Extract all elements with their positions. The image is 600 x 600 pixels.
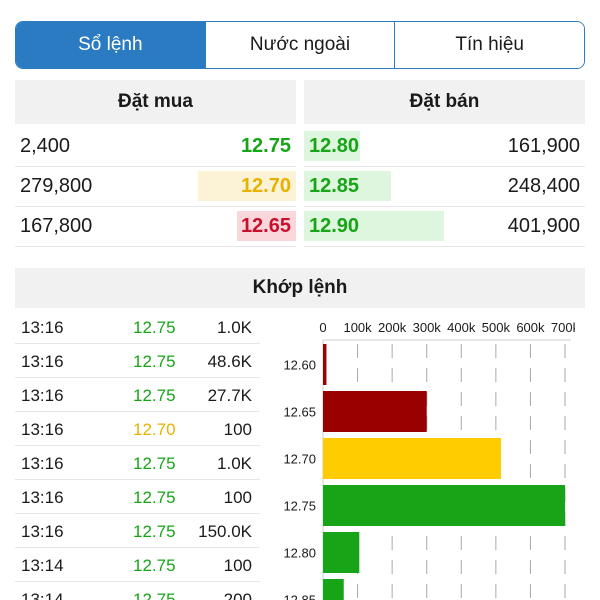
buy-volume-bar — [198, 171, 296, 201]
trade-price: 12.75 — [133, 488, 176, 507]
row-divider — [15, 411, 260, 412]
trade-volume: 27.7K — [207, 386, 252, 405]
tab-bar: Sổ lệnh Nước ngoài Tín hiệu — [15, 21, 585, 69]
trade-price: 12.75 — [133, 454, 176, 473]
trade-time: 13:14 — [21, 590, 64, 600]
sell-price[interactable]: 12.85 — [309, 175, 360, 197]
trade-row: 13:16 12.75 1.0K — [15, 446, 260, 480]
buy-price[interactable]: 12.70 — [240, 175, 291, 197]
buy-price[interactable]: 12.65 — [240, 215, 291, 237]
trade-price: 12.75 — [133, 556, 176, 575]
sell-volume: 248,400 — [507, 175, 580, 197]
trade-row: 13:16 12.75 100 — [15, 480, 260, 514]
trade-row: 13:16 12.75 1.0K — [15, 310, 260, 344]
trade-volume: 100 — [223, 488, 252, 507]
buy-volume-bar — [237, 211, 296, 241]
trade-time: 13:16 — [21, 454, 64, 473]
price-volume-chart: 0 100k 200k 300k 400k 500k 600k 700k 12.60 12.65 1… — [283, 320, 575, 600]
row-divider — [15, 513, 260, 514]
trade-volume: 100 — [223, 556, 252, 575]
x-tick-label: 400k — [447, 320, 476, 335]
trade-price: 12.75 — [133, 352, 176, 371]
trade-time: 13:16 — [21, 488, 64, 507]
x-tick-label: 200k — [378, 320, 407, 335]
bar-12.65 — [323, 391, 427, 432]
matched-header: Khớp lệnh — [15, 268, 585, 308]
bar-12.85 — [323, 579, 344, 600]
y-tick-label: 12.85 — [283, 593, 316, 600]
row-divider — [304, 246, 585, 247]
y-tick-label: 12.80 — [283, 546, 316, 561]
trade-volume: 100 — [223, 420, 252, 439]
trade-time: 13:14 — [21, 556, 64, 575]
sell-price[interactable]: 12.80 — [309, 135, 360, 157]
sell-header: Đặt bán — [304, 80, 585, 124]
trade-price: 12.75 — [133, 386, 176, 405]
sell-price[interactable]: 12.90 — [309, 215, 360, 237]
row-divider — [15, 581, 260, 582]
trade-volume: 48.6K — [207, 352, 252, 371]
y-tick-label: 12.60 — [283, 358, 316, 373]
y-tick-label: 12.65 — [283, 405, 316, 420]
trade-volume: 1.0K — [217, 318, 252, 337]
trade-row: 13:16 12.75 150.0K — [15, 514, 260, 548]
trade-time: 13:16 — [21, 420, 64, 439]
buy-volume: 2,400 — [20, 135, 71, 157]
row-divider — [15, 206, 296, 207]
trade-volume: 200 — [223, 590, 252, 600]
x-tick-label: 100k — [343, 320, 372, 335]
trade-time: 13:16 — [21, 318, 64, 337]
tab-0[interactable]: Sổ lệnh — [16, 22, 205, 68]
x-tick-label: 600k — [516, 320, 545, 335]
tab-1[interactable]: Nước ngoài — [204, 22, 395, 68]
row-divider — [304, 166, 585, 167]
row-divider — [15, 166, 296, 167]
sell-volume-bar — [304, 131, 360, 161]
trade-time: 13:16 — [21, 522, 64, 541]
sell-volume-bar — [304, 171, 391, 201]
buy-price[interactable]: 12.75 — [240, 135, 291, 157]
x-tick-label: 700k — [551, 320, 575, 335]
bar-12.60 — [323, 344, 327, 385]
trade-time: 13:16 — [21, 386, 64, 405]
buy-header: Đặt mua — [15, 80, 296, 124]
row-divider — [15, 343, 260, 344]
row-divider — [15, 246, 296, 247]
bar-12.70 — [323, 438, 502, 479]
buy-volume: 167,800 — [20, 215, 93, 237]
row-divider — [304, 206, 585, 207]
trade-row: 13:14 12.75 100 — [15, 548, 260, 582]
trade-row: 13:16 12.75 48.6K — [15, 344, 260, 378]
trade-price: 12.75 — [133, 522, 176, 541]
sell-volume: 401,900 — [507, 215, 580, 237]
x-tick-label: 500k — [482, 320, 511, 335]
trade-time: 13:16 — [21, 352, 64, 371]
sell-volume-bar — [304, 211, 444, 241]
row-divider — [15, 547, 260, 548]
trade-price: 12.70 — [133, 420, 176, 439]
row-divider — [15, 479, 260, 480]
buy-volume: 279,800 — [20, 175, 93, 197]
x-tick-label: 0 — [319, 320, 326, 335]
trade-volume: 150.0K — [198, 522, 252, 541]
trade-price: 12.75 — [133, 318, 176, 337]
x-tick-label: 300k — [413, 320, 442, 335]
trade-row: 13:16 12.75 27.7K — [15, 378, 260, 412]
trade-row: 13:14 12.75 200 — [15, 582, 260, 600]
trade-volume: 1.0K — [217, 454, 252, 473]
row-divider — [15, 445, 260, 446]
bar-12.80 — [323, 532, 360, 573]
y-tick-label: 12.70 — [283, 452, 316, 467]
y-tick-label: 12.75 — [283, 499, 316, 514]
sell-volume: 161,900 — [507, 135, 580, 157]
bar-12.75 — [323, 485, 565, 526]
trade-row: 13:16 12.70 100 — [15, 412, 260, 446]
tab-2[interactable]: Tín hiệu — [394, 22, 584, 68]
row-divider — [15, 377, 260, 378]
trade-price: 12.75 — [133, 590, 176, 600]
